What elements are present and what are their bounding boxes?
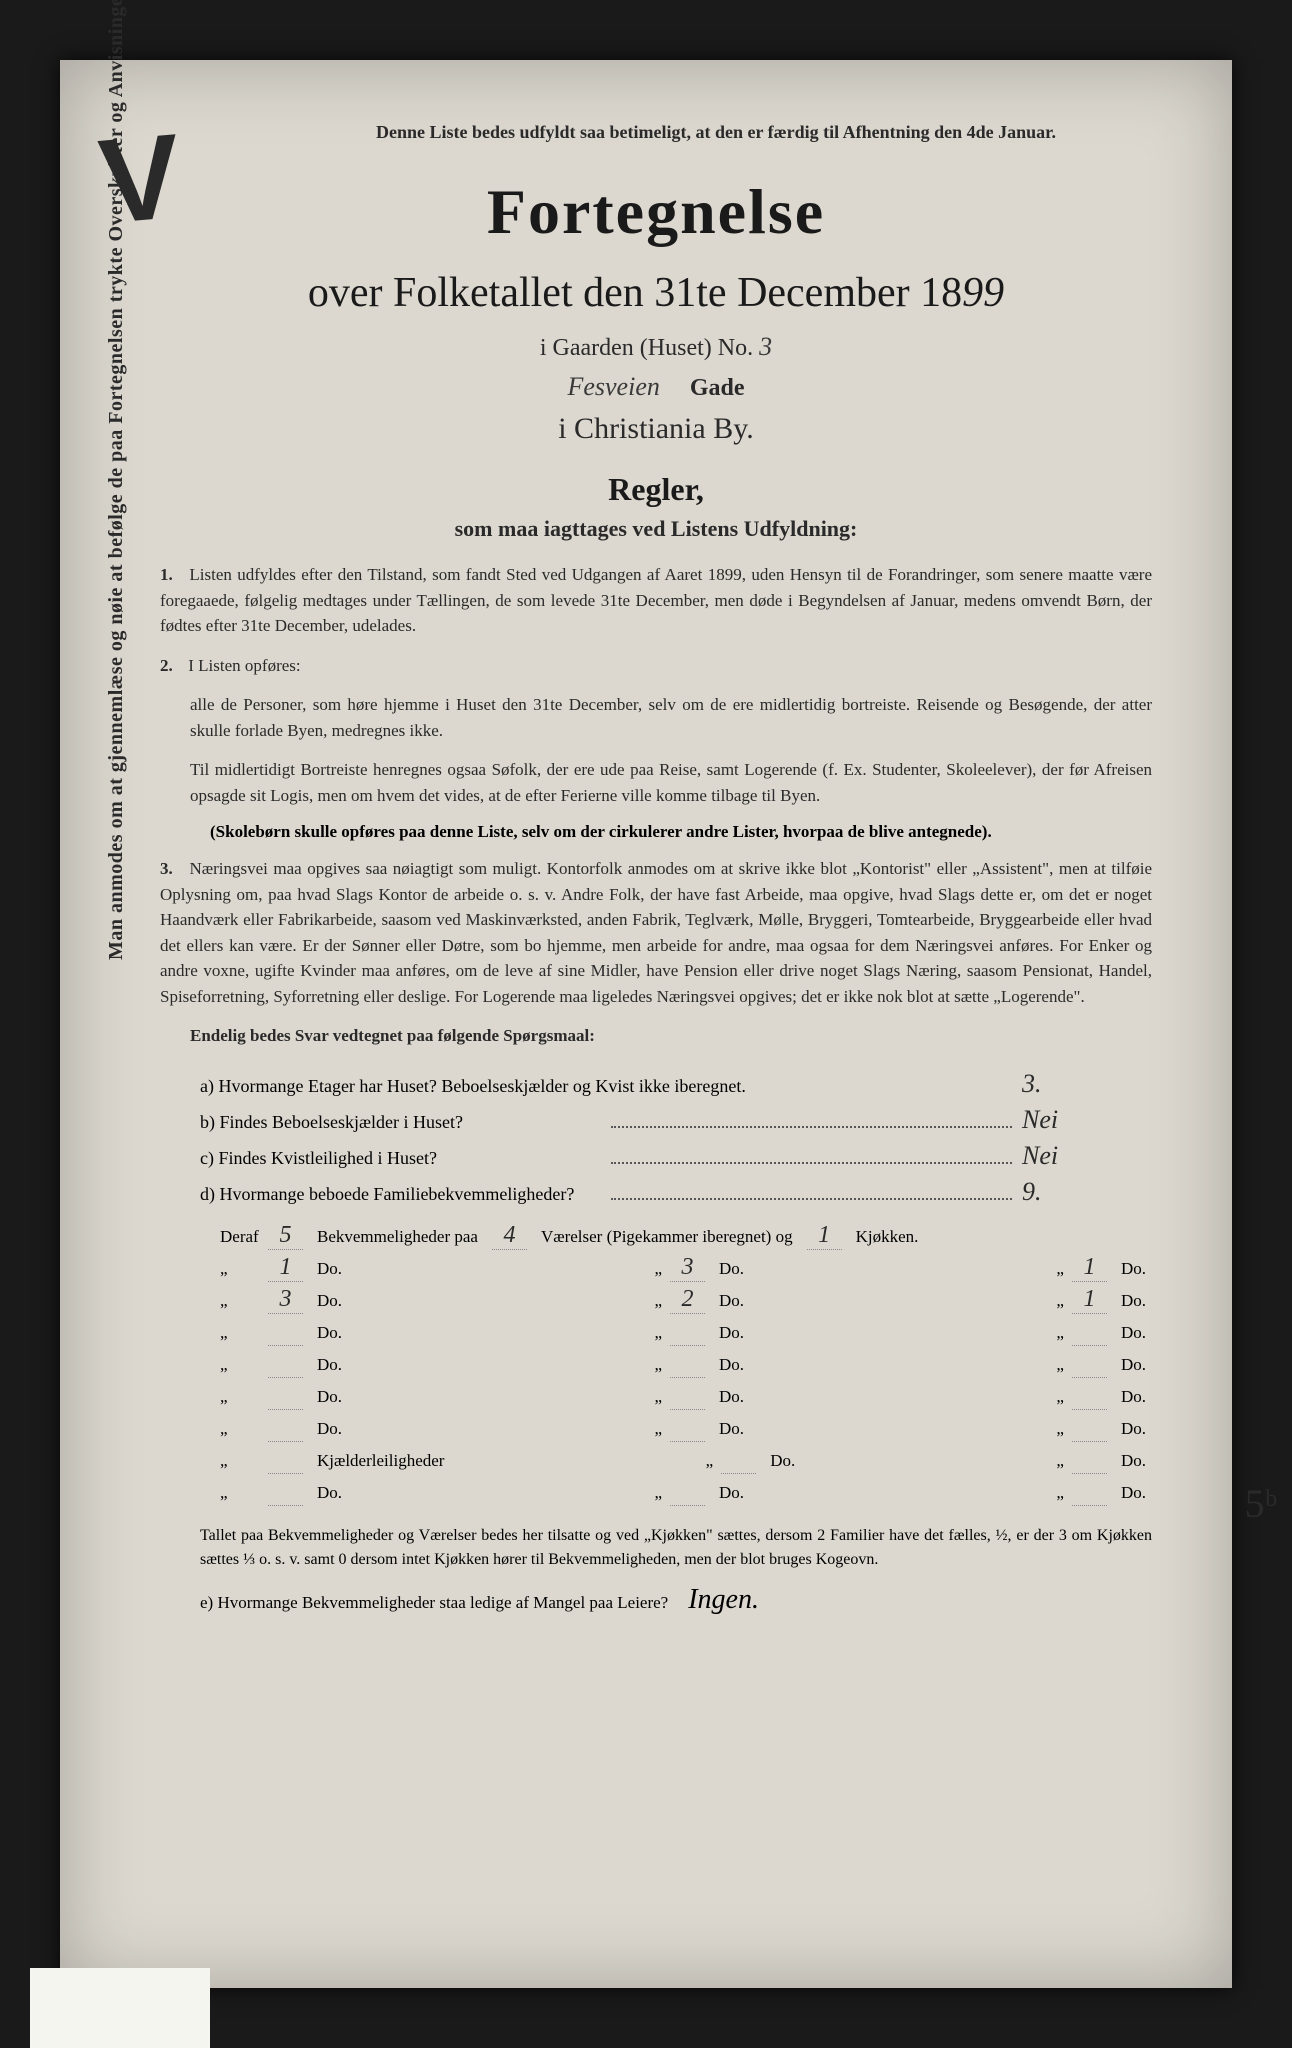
question-d-answer: 9.: [1022, 1177, 1152, 1207]
bekv-row: „ 1 Do.„ 3 Do.„ 1 Do.: [220, 1254, 1152, 1282]
rule-number: 3.: [160, 856, 184, 882]
kjok-label: Kjøkken.: [856, 1227, 919, 1247]
scanner-artifact: [30, 1968, 210, 2048]
footer-note: Tallet paa Bekvemmeligheder og Værelser …: [200, 1524, 1152, 1572]
endelig-heading: Endelig bedes Svar vedtegnet paa følgend…: [190, 1023, 1152, 1049]
bekv-row: „ Do.„ Do.„ Do.: [220, 1318, 1152, 1346]
kjok-count-2: 1: [1072, 1286, 1107, 1314]
rule-3-text: Næringsvei maa opgives saa nøiagtigt som…: [160, 859, 1152, 1006]
top-instruction: Denne Liste bedes udfyldt saa betimeligt…: [280, 120, 1152, 145]
question-a-label: a) Hvormange Etager har Huset? Beboelses…: [200, 1076, 1022, 1097]
question-d: d) Hvormange beboede Familiebekvemmeligh…: [200, 1177, 1152, 1207]
rule-1: 1. Listen udfyldes efter den Tilstand, s…: [160, 562, 1152, 639]
city-line: i Christiania By.: [160, 412, 1152, 446]
side-annotation: 5ᵇ: [1245, 1480, 1277, 1527]
question-c-answer: Nei: [1022, 1141, 1152, 1171]
title-main: Fortegnelse: [160, 175, 1152, 249]
bekv-label: Bekvemmeligheder paa: [317, 1227, 478, 1247]
question-a-answer: 3.: [1022, 1069, 1152, 1099]
bekv-row: „ 3 Do.„ 2 Do.„ 1 Do.: [220, 1286, 1152, 1314]
dots: [611, 1110, 1012, 1128]
bekv-header-row: Deraf 5 Bekvemmeligheder paa 4 Værelser …: [220, 1222, 1152, 1250]
kjok-count-1: 1: [1072, 1254, 1107, 1282]
question-e-label: e) Hvormange Bekvemmeligheder staa ledig…: [200, 1593, 668, 1613]
rule-number: 1.: [160, 562, 184, 588]
gaarden-label: i Gaarden (Huset) No.: [540, 335, 753, 361]
bekv-row: „ Do.„ Do.„ Do.: [220, 1350, 1152, 1378]
question-a: a) Hvormange Etager har Huset? Beboelses…: [200, 1069, 1152, 1099]
vertical-margin-note: Man anmodes om at gjennemlæse og nøie at…: [105, 0, 128, 960]
street-name-handwritten: Fesveien: [567, 372, 659, 401]
question-d-label: d) Hvormange beboede Familiebekvemmeligh…: [200, 1184, 601, 1205]
rule-3: 3. Næringsvei maa opgives saa nøiagtigt …: [160, 856, 1152, 1009]
rule-2a: alle de Personer, som høre hjemme i Huse…: [190, 692, 1152, 743]
rule-2b: Til midlertidigt Bortreiste henregnes og…: [190, 757, 1152, 808]
bekv-row: „ Do.„ Do.„ Do.: [220, 1478, 1152, 1506]
bekv-kjaelder-row: „ Kjælderleiligheder„ Do.„ Do.: [220, 1446, 1152, 1474]
deraf-label: Deraf: [220, 1227, 260, 1247]
questions-block: a) Hvormange Etager har Huset? Beboelses…: [200, 1069, 1152, 1207]
rule-number: 2.: [160, 653, 184, 679]
regler-title: Regler,: [160, 471, 1152, 508]
dots: [611, 1182, 1012, 1200]
rule-2-lead: 2. I Listen opføres:: [160, 653, 1152, 679]
bekvemmeligheder-table: Deraf 5 Bekvemmeligheder paa 4 Værelser …: [220, 1222, 1152, 1506]
bekv-count-2: 3: [268, 1286, 303, 1314]
rule-1-text: Listen udfyldes efter den Tilstand, som …: [160, 565, 1152, 635]
vaer-label: Værelser (Pigekammer iberegnet) og: [541, 1227, 793, 1247]
document-page: V Man anmodes om at gjennemlæse og nøie …: [60, 60, 1232, 1988]
question-e: e) Hvormange Bekvemmeligheder staa ledig…: [200, 1584, 1152, 1616]
title-sub-text: over Folketallet den 31te December 18: [308, 270, 962, 316]
regler-subtitle: som maa iagttages ved Listens Udfyldning…: [160, 516, 1152, 542]
gade-label: Gade: [690, 375, 745, 401]
year-handwritten: 99: [962, 270, 1004, 316]
bekv-row: „ Do.„ Do.„ Do.: [220, 1414, 1152, 1442]
question-b: b) Findes Beboelseskjælder i Huset? Nei: [200, 1105, 1152, 1135]
gaarden-line: i Gaarden (Huset) No. 3: [160, 332, 1152, 362]
kjok-count-0: 1: [807, 1222, 842, 1250]
gade-line: Fesveien Gade: [160, 372, 1152, 402]
bekv-count-0: 5: [268, 1222, 303, 1250]
rule-2-lead-text: I Listen opføres:: [188, 656, 300, 675]
bekv-count-1: 1: [268, 1254, 303, 1282]
vaer-count-2: 2: [670, 1286, 705, 1314]
question-b-label: b) Findes Beboelseskjælder i Huset?: [200, 1112, 601, 1133]
dots: [611, 1146, 1012, 1164]
gaarden-number: 3: [759, 332, 772, 361]
question-c: c) Findes Kvistleilighed i Huset? Nei: [200, 1141, 1152, 1171]
question-e-answer: Ingen.: [688, 1584, 759, 1616]
question-c-label: c) Findes Kvistleilighed i Huset?: [200, 1148, 601, 1169]
vaer-count-1: 3: [670, 1254, 705, 1282]
question-b-answer: Nei: [1022, 1105, 1152, 1135]
bekv-row: „ Do.„ Do.„ Do.: [220, 1382, 1152, 1410]
vaer-count-0: 4: [492, 1222, 527, 1250]
rule-2-paren: (Skolebørn skulle opføres paa denne List…: [210, 822, 1122, 842]
kjaelder-label: Kjælderleiligheder: [317, 1451, 444, 1471]
title-subtitle: over Folketallet den 31te December 1899: [160, 269, 1152, 317]
